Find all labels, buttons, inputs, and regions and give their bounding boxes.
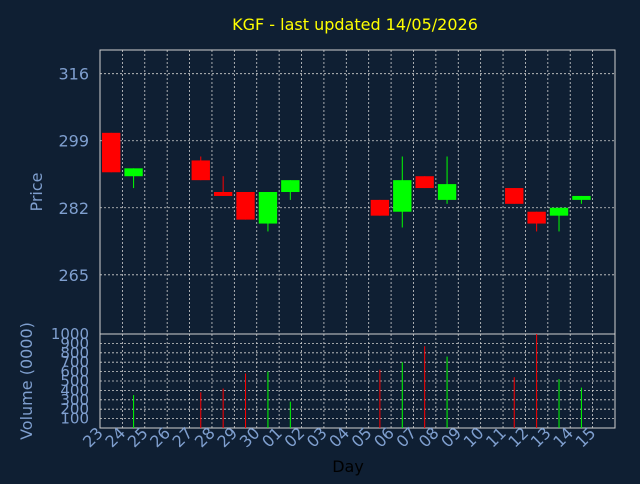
volume-tick-label: 1000: [51, 325, 89, 343]
price-grid: [99, 49, 616, 335]
candle-body: [437, 184, 457, 200]
candle-14: [572, 195, 591, 204]
candle-07: [415, 176, 434, 189]
candle-29: [236, 192, 255, 220]
volume-tick-label: 900: [60, 334, 89, 352]
candle-body: [236, 192, 255, 220]
candle-body: [213, 192, 233, 196]
price-plot-frame: [99, 49, 616, 335]
candle-body: [370, 199, 390, 216]
candle-27: [191, 156, 210, 181]
candle-body: [258, 192, 278, 224]
candles-layer: [102, 132, 591, 232]
candle-body: [505, 188, 524, 204]
candle-body: [191, 160, 210, 181]
candle-body: [281, 180, 300, 192]
day-axis-label: Day: [332, 457, 364, 476]
volume-tick-label: 500: [60, 372, 89, 390]
price-axis-label: Price: [27, 172, 46, 211]
candle-body: [415, 176, 434, 189]
volume-axis-label: Volume (0000): [17, 322, 36, 440]
candle-body: [549, 207, 569, 216]
volume-grid: [99, 333, 616, 429]
volume-tick-label: 200: [60, 400, 89, 418]
price-tick-label: 265: [58, 266, 89, 285]
candle-body: [124, 168, 143, 177]
volume-bars-layer: [133, 334, 582, 428]
candle-24: [124, 168, 143, 189]
candle-08: [437, 156, 457, 204]
volume-tick-label: 300: [60, 391, 89, 409]
candle-body: [527, 211, 546, 224]
candle-body: [393, 180, 412, 212]
volume-tick-label: 400: [60, 381, 89, 399]
volume-tick-label: 700: [60, 353, 89, 371]
price-tick-label: 316: [58, 65, 89, 84]
candle-11: [505, 188, 524, 204]
day-tick-labels: 2324252627282930010203040506070809101112…: [79, 423, 599, 451]
price-tick-label: 299: [58, 132, 89, 151]
candle-05: [370, 199, 390, 216]
candle-28: [213, 176, 233, 196]
price-tick-label: 282: [58, 199, 89, 218]
candle-23: [102, 132, 121, 173]
volume-tick-label: 600: [60, 363, 89, 381]
candle-06: [393, 156, 412, 228]
chart-title: KGF - last updated 14/05/2026: [232, 15, 478, 34]
volume-tick-label: 100: [60, 410, 89, 428]
candle-body: [572, 195, 591, 200]
price-tick-labels: 265 282 299 316: [58, 65, 89, 285]
candle-01: [281, 180, 300, 200]
volume-tick-label: 800: [60, 344, 89, 362]
candle-30: [258, 192, 278, 232]
candle-body: [102, 132, 121, 173]
candle-13: [549, 207, 569, 232]
candle-12: [527, 211, 546, 232]
